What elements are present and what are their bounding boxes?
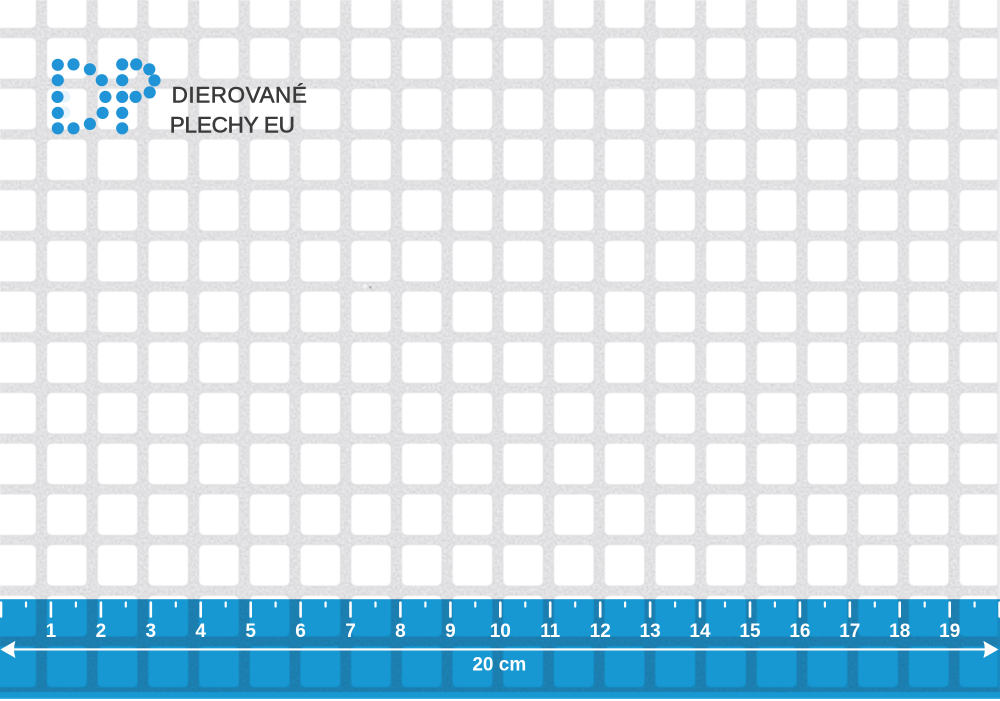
svg-text:11: 11 bbox=[540, 621, 561, 642]
svg-text:7: 7 bbox=[345, 621, 356, 642]
svg-text:3: 3 bbox=[146, 621, 157, 642]
svg-text:8: 8 bbox=[395, 621, 406, 642]
svg-text:9: 9 bbox=[445, 621, 456, 642]
svg-text:20 cm: 20 cm bbox=[472, 655, 526, 676]
svg-text:12: 12 bbox=[590, 621, 611, 642]
svg-text:DIEROVANÉ: DIEROVANÉ bbox=[172, 82, 308, 107]
svg-text:19: 19 bbox=[939, 621, 960, 642]
svg-text:13: 13 bbox=[640, 621, 661, 642]
svg-text:PLECHY EU: PLECHY EU bbox=[170, 113, 295, 138]
svg-text:1: 1 bbox=[46, 621, 57, 642]
svg-text:17: 17 bbox=[839, 621, 860, 642]
svg-text:15: 15 bbox=[739, 621, 761, 642]
svg-text:6: 6 bbox=[295, 621, 306, 642]
svg-text:2: 2 bbox=[96, 621, 107, 642]
svg-text:10: 10 bbox=[490, 621, 511, 642]
svg-text:14: 14 bbox=[689, 621, 711, 642]
svg-text:4: 4 bbox=[195, 621, 206, 642]
svg-text:5: 5 bbox=[245, 621, 256, 642]
svg-text:18: 18 bbox=[889, 621, 910, 642]
svg-text:16: 16 bbox=[789, 621, 810, 642]
